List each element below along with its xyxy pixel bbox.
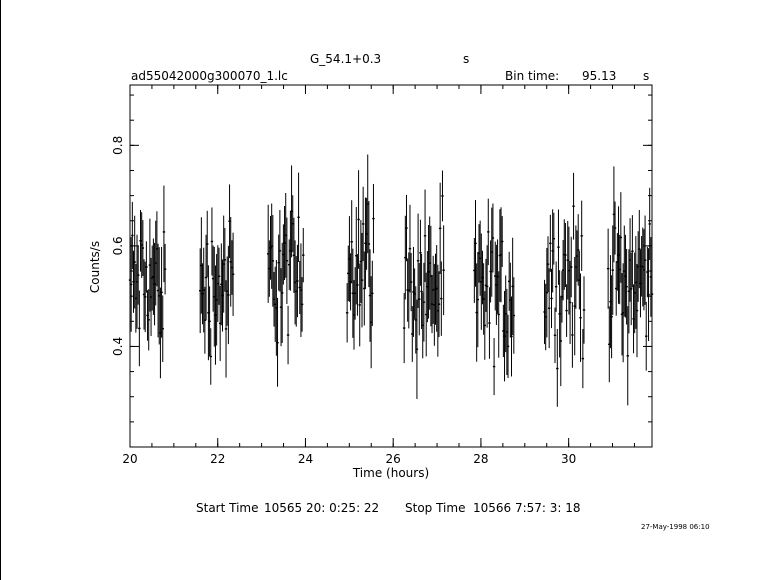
object-unit: s (463, 52, 470, 66)
data-segment (543, 172, 586, 407)
filename-label: ad55042000g300070_1.lc (131, 69, 288, 83)
start-time-label: Start Time (196, 501, 259, 515)
x-tick-label: 24 (298, 452, 313, 466)
x-tick-label: 26 (386, 452, 401, 466)
data-segment (606, 166, 654, 406)
x-axis-label: Time (hours) (352, 466, 429, 480)
y-tick-label: 0.8 (111, 136, 125, 155)
x-tick-label: 28 (473, 452, 488, 466)
date-stamp: 27-May-1998 06:10 (641, 523, 710, 531)
stop-time-value: 10566 7:57: 3: 18 (473, 501, 581, 515)
x-tick-label: 20 (122, 452, 137, 466)
x-tick-label: 22 (210, 452, 225, 466)
y-axis-label: Counts/s (88, 241, 102, 293)
y-tick-label: 0.4 (111, 337, 125, 356)
data-segment (198, 184, 235, 385)
bin-time-unit: s (643, 69, 650, 83)
stop-time-label: Stop Time (405, 501, 466, 515)
data-segment (266, 165, 305, 387)
bin-time-label: Bin time: (505, 69, 560, 83)
left-border-line (0, 0, 1, 580)
chart-marks (128, 154, 654, 407)
data-segment (473, 198, 516, 396)
bin-time-value: 95.13 (582, 69, 617, 83)
chart-axes: 20 22 24 26 28 30 0.4 0.6 0.8 (111, 84, 653, 466)
data-segment (402, 170, 445, 399)
data-segment (345, 154, 375, 369)
object-name: G_54.1+0.3 (310, 52, 382, 66)
y-tick-label: 0.6 (111, 236, 125, 255)
start-time-value: 10565 20: 0:25: 22 (264, 501, 380, 515)
data-segment (128, 185, 167, 379)
x-tick-label: 30 (561, 452, 576, 466)
